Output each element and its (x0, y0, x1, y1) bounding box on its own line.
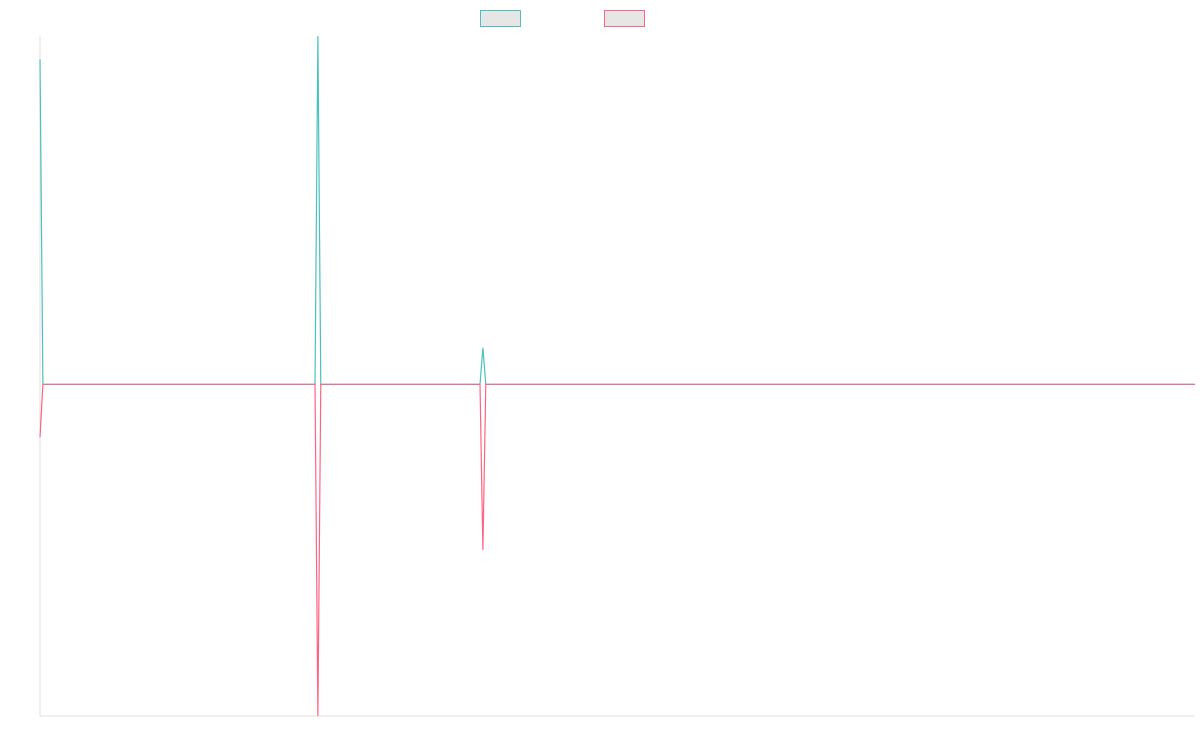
axes (39, 36, 1195, 717)
legend-item-2 (604, 10, 645, 27)
legend (480, 10, 645, 27)
legend-swatch-2 (604, 10, 645, 27)
legend-swatch-1 (480, 10, 521, 27)
series-layer (39, 35, 1195, 717)
series-line-1 (39, 35, 1195, 385)
series-line-2 (39, 383, 1195, 717)
legend-item-1 (480, 10, 521, 27)
